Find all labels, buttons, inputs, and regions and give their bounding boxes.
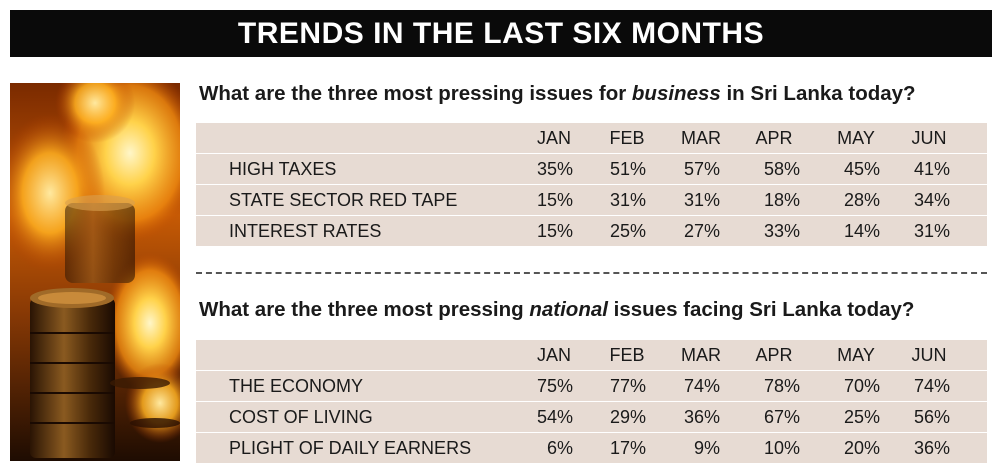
- table-row: INTEREST RATES 15% 25% 27% 33% 14% 31%: [196, 216, 987, 246]
- row-label: HIGH TAXES: [229, 159, 337, 179]
- column-header: APR: [755, 345, 793, 365]
- table-cell: 20%: [843, 438, 880, 458]
- row-label: INTEREST RATES: [229, 221, 382, 241]
- table-cell: 58%: [763, 159, 800, 179]
- table-cell: 33%: [763, 221, 800, 241]
- column-header: FEB: [609, 345, 645, 365]
- table-cell: 10%: [763, 438, 800, 458]
- table-cell: 56%: [913, 407, 950, 427]
- column-header: MAY: [837, 128, 875, 148]
- table-business-issues: JAN FEB MAR APR MAY JUN HIGH TAXES 35% 5…: [196, 123, 987, 247]
- table-cell: 27%: [683, 221, 720, 241]
- column-header: JAN: [536, 128, 571, 148]
- table-cell: 77%: [609, 376, 646, 396]
- table-row: COST OF LIVING 54% 29% 36% 67% 25% 56%: [196, 402, 987, 432]
- table-cell: 70%: [843, 376, 880, 396]
- column-header: JAN: [536, 345, 571, 365]
- question-national: What are the three most pressing nationa…: [199, 298, 915, 321]
- table-cell: 36%: [913, 438, 950, 458]
- table-cell: 25%: [843, 407, 880, 427]
- table-cell: 36%: [683, 407, 720, 427]
- section-divider: [196, 272, 987, 274]
- column-header: FEB: [609, 128, 645, 148]
- table-cell: 57%: [683, 159, 720, 179]
- table-cell: 41%: [913, 159, 950, 179]
- column-header: MAY: [837, 345, 875, 365]
- table-cell: 18%: [763, 190, 800, 210]
- table-cell: 75%: [536, 376, 573, 396]
- row-label: PLIGHT OF DAILY EARNERS: [229, 438, 472, 458]
- table-cell: 54%: [536, 407, 573, 427]
- table-cell: 74%: [913, 376, 950, 396]
- table-cell: 15%: [536, 190, 573, 210]
- column-header: APR: [755, 128, 793, 148]
- table-cell: 45%: [843, 159, 880, 179]
- table-row: PLIGHT OF DAILY EARNERS 6% 17% 9% 10% 20…: [196, 433, 987, 463]
- table-cell: 74%: [683, 376, 720, 396]
- column-header: MAR: [681, 128, 721, 148]
- table-cell: 35%: [536, 159, 573, 179]
- table-cell: 29%: [609, 407, 646, 427]
- table-cell: 31%: [609, 190, 646, 210]
- table-cell: 17%: [609, 438, 646, 458]
- banner-title: TRENDS IN THE LAST SIX MONTHS: [10, 10, 992, 57]
- table-cell: 28%: [843, 190, 880, 210]
- row-label: COST OF LIVING: [229, 407, 373, 427]
- table-cell: 9%: [693, 438, 720, 458]
- table-row: HIGH TAXES 35% 51% 57% 58% 45% 41%: [196, 154, 987, 184]
- row-label: THE ECONOMY: [229, 376, 364, 396]
- table-national-issues: JAN FEB MAR APR MAY JUN THE ECONOMY 75% …: [196, 340, 987, 464]
- table-cell: 25%: [609, 221, 646, 241]
- table-cell: 51%: [609, 159, 646, 179]
- table-cell: 31%: [683, 190, 720, 210]
- table-row: THE ECONOMY 75% 77% 74% 78% 70% 74%: [196, 371, 987, 401]
- table-cell: 31%: [913, 221, 950, 241]
- table-cell: 34%: [913, 190, 950, 210]
- table-header-row: JAN FEB MAR APR MAY JUN: [196, 123, 987, 153]
- column-header: MAR: [681, 345, 721, 365]
- table-cell: 6%: [546, 438, 573, 458]
- table-cell: 15%: [536, 221, 573, 241]
- fire-coins-photo: [10, 83, 180, 461]
- row-label: STATE SECTOR RED TAPE: [229, 190, 458, 210]
- column-header: JUN: [911, 128, 947, 148]
- table-cell: 14%: [843, 221, 880, 241]
- column-header: JUN: [911, 345, 947, 365]
- question-business: What are the three most pressing issues …: [199, 82, 916, 105]
- table-cell: 78%: [763, 376, 800, 396]
- table-cell: 67%: [763, 407, 800, 427]
- table-header-row: JAN FEB MAR APR MAY JUN: [196, 340, 987, 370]
- table-row: STATE SECTOR RED TAPE 15% 31% 31% 18% 28…: [196, 185, 987, 215]
